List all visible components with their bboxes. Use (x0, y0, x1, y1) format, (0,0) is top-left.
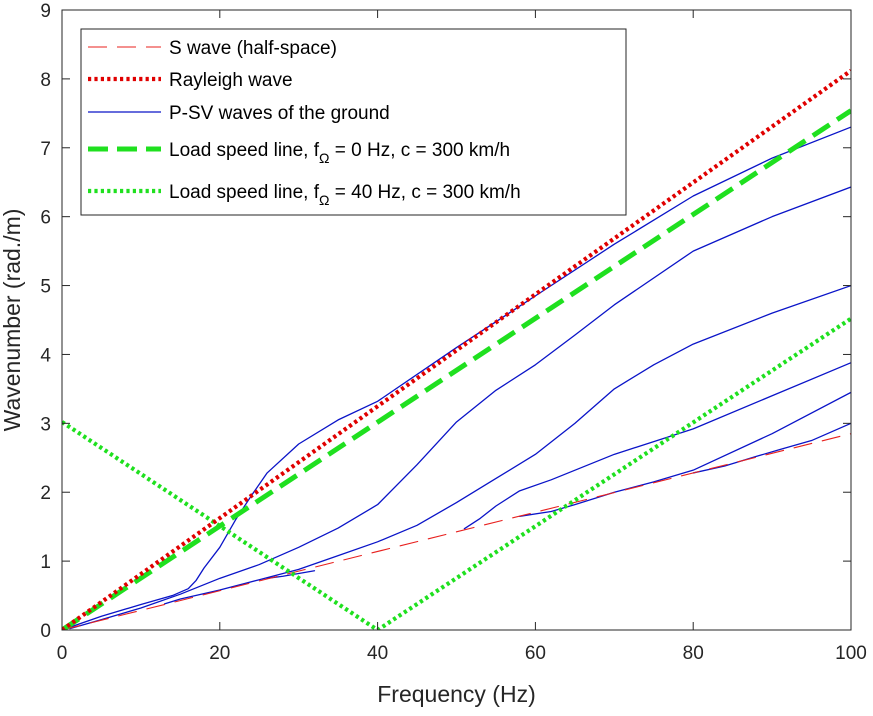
x-tick-label: 80 (683, 643, 704, 664)
series-group (62, 68, 851, 630)
y-tick-label: 6 (40, 208, 51, 229)
legend-label: Load speed line, fΩ = 0 Hz, c = 300 km/h (169, 140, 510, 166)
legend-label: Load speed line, fΩ = 40 Hz, c = 300 km/… (169, 182, 521, 208)
y-tick-label: 4 (40, 345, 51, 366)
series-line-p-sv-mode-5 (463, 362, 851, 530)
y-axis: 0 1 2 3 4 5 6 7 8 9 (40, 1, 851, 642)
y-tick-label: 0 (40, 621, 51, 642)
x-tick-label: 0 (57, 643, 68, 664)
x-tick-label: 40 (367, 643, 388, 664)
x-tick-label: 20 (209, 643, 230, 664)
series-line-p-sv-mode-7 (692, 422, 851, 474)
y-tick-label: 7 (40, 139, 51, 160)
series-line-load-speed-line-f-40-hz-c-300-km-h (62, 316, 851, 630)
legend-label: Rayleigh wave (169, 70, 293, 91)
x-axis-label: Frequency (Hz) (377, 681, 535, 707)
y-tick-label: 3 (40, 414, 51, 435)
series-line-p-sv-mode-1 (62, 126, 851, 630)
series-line-load-speed-line-f-0-hz-c-300-km-h (62, 108, 851, 630)
series-line-p-sv-mode-6 (518, 391, 851, 517)
y-tick-label: 1 (40, 552, 51, 573)
plot-frame (61, 9, 852, 631)
x-tick-label: 100 (835, 643, 867, 664)
y-tick-label: 2 (40, 483, 51, 504)
legend-label: S wave (half-space) (169, 38, 337, 59)
series-line-p-sv-mode-2 (69, 186, 851, 630)
series-line-p-sv-mode-3 (163, 284, 851, 605)
x-axis: 0 20 40 60 80 100 (57, 10, 867, 664)
y-tick-label: 5 (40, 277, 51, 298)
series-line-s-wave-half-space (62, 433, 851, 630)
y-tick-label: 8 (40, 70, 51, 91)
x-tick-label: 60 (525, 643, 546, 664)
legend-box (80, 28, 627, 216)
legend: S wave (half-space) Rayleigh wave P-SV wav… (80, 28, 627, 216)
y-axis-label: Wavenumber (rad./m) (0, 209, 25, 432)
series-line-rayleigh-wave (62, 68, 851, 630)
legend-label: P-SV waves of the ground (169, 103, 390, 124)
y-tick-label: 9 (40, 1, 51, 22)
